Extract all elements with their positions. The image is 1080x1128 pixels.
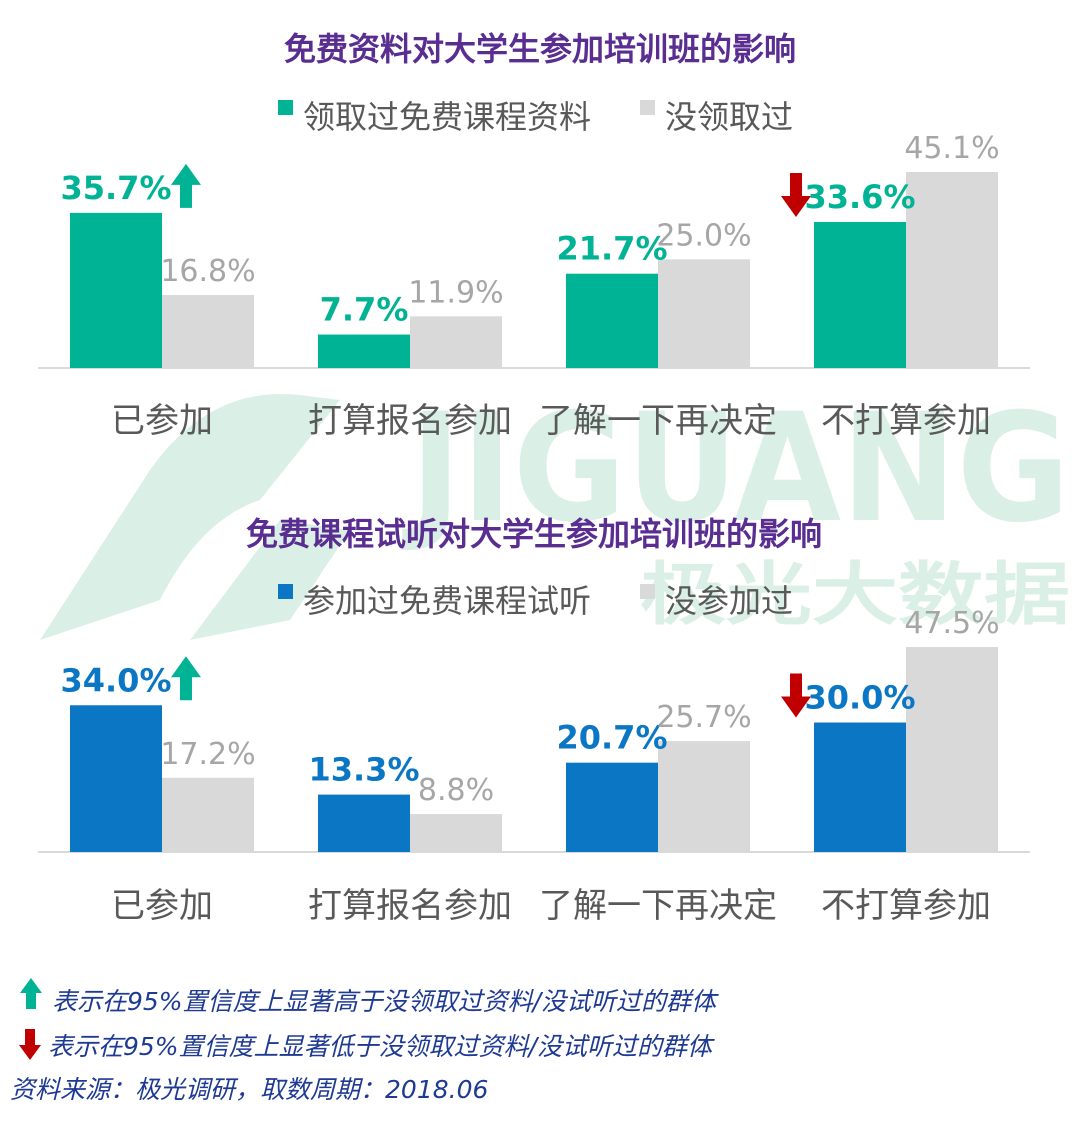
category-label: 已参加 [111, 401, 213, 441]
bar-series-1 [566, 273, 658, 368]
legend-swatch-series-1 [278, 100, 293, 115]
legend-label-series-1: 领取过免费课程资料 [303, 98, 591, 136]
category-label: 了解一下再决定 [539, 401, 777, 441]
bar-series-2 [410, 814, 502, 852]
category-label: 不打算参加 [821, 401, 991, 441]
category-label: 打算报名参加 [308, 886, 512, 926]
bar-series-2 [906, 647, 998, 852]
down-arrow-icon [781, 673, 811, 718]
watermark: JIGUANG 极光大数据 [40, 382, 1070, 640]
bar-series-2 [658, 741, 750, 852]
bar-series-2 [410, 316, 502, 368]
watermark-logo-icon [40, 393, 350, 640]
bar-series-1 [814, 221, 906, 368]
bar-series-1 [814, 722, 906, 852]
up-arrow-icon [171, 163, 201, 208]
legend: 领取过免费课程资料 没领取过 [278, 98, 793, 136]
down-arrow-icon [19, 1029, 41, 1060]
note-significantly-lower: 表示在95%置信度上显著低于没领取过资料/没试听过的群体 [48, 1032, 715, 1061]
data-label-series-1: 30.0% [804, 679, 915, 717]
data-label-series-2: 25.7% [656, 700, 751, 735]
footnotes: 表示在95%置信度上显著高于没领取过资料/没试听过的群体 表示在95%置信度上显… [10, 978, 719, 1104]
bar-series-2 [906, 172, 998, 368]
bar-series-1 [318, 334, 410, 368]
data-label-series-2: 8.8% [418, 773, 494, 808]
category-label: 打算报名参加 [308, 401, 512, 441]
category-label: 已参加 [111, 886, 213, 926]
up-arrow-icon [20, 978, 42, 1009]
watermark-cn-text: 极光大数据 [640, 556, 1070, 635]
legend-label-series-2: 没参加过 [665, 582, 793, 620]
chart-free-materials: 免费资料对大学生参加培训班的影响 领取过免费课程资料 没领取过 35.7% 16.… [38, 30, 1030, 441]
chart-title: 免费资料对大学生参加培训班的影响 [284, 30, 796, 68]
bar-series-1 [566, 762, 658, 852]
data-label-series-2: 25.0% [656, 218, 751, 253]
legend-swatch-series-2 [640, 100, 655, 115]
data-label-series-2: 17.2% [160, 737, 255, 772]
legend-label-series-1: 参加过免费课程试听 [303, 582, 591, 620]
category-label: 不打算参加 [821, 886, 991, 926]
data-label-series-2: 45.1% [904, 131, 999, 166]
data-label-series-1: 13.3% [308, 751, 419, 789]
data-label-series-1: 20.7% [556, 719, 667, 757]
data-label-series-1: 33.6% [804, 178, 915, 216]
data-label-series-1: 7.7% [320, 291, 409, 329]
watermark-logo-text: JIGUANG [402, 382, 1070, 556]
data-label-series-2: 47.5% [904, 606, 999, 641]
legend: 参加过免费课程试听 没参加过 [278, 582, 793, 620]
category-label: 了解一下再决定 [539, 886, 777, 926]
down-arrow-icon [781, 172, 811, 217]
bar-series-1 [70, 212, 162, 368]
plot-area: 35.7% 16.8% 已参加 7.7% 11.9% 打算报名参加 21.7%25.0% 了解… [38, 131, 1030, 441]
legend-label-series-2: 没领取过 [665, 98, 793, 136]
data-label-series-1: 21.7% [556, 230, 667, 268]
legend-swatch-series-2 [640, 584, 655, 599]
bar-series-1 [318, 794, 410, 852]
data-label-series-1: 35.7% [60, 169, 171, 207]
chart-title: 免费课程试听对大学生参加培训班的影响 [246, 515, 822, 553]
legend-swatch-series-1 [278, 584, 293, 599]
bar-series-2 [658, 259, 750, 368]
plot-area: 34.0% 17.2% 已参加 13.3%8.8% 打算报名参加 20.7%25.7% 了解… [38, 606, 1030, 926]
chart-free-trial-classes: 免费课程试听对大学生参加培训班的影响 参加过免费课程试听 没参加过 34.0% 1… [38, 515, 1030, 926]
up-arrow-icon [171, 656, 201, 701]
bar-series-2 [162, 777, 254, 852]
source-note: 资料来源：极光调研，取数周期：2018.06 [10, 1075, 488, 1104]
note-significantly-higher: 表示在95%置信度上显著高于没领取过资料/没试听过的群体 [52, 987, 719, 1016]
data-label-series-1: 34.0% [60, 661, 171, 699]
bar-series-2 [162, 294, 254, 368]
data-label-series-2: 11.9% [408, 275, 503, 310]
bar-series-1 [70, 705, 162, 852]
data-label-series-2: 16.8% [160, 254, 255, 289]
